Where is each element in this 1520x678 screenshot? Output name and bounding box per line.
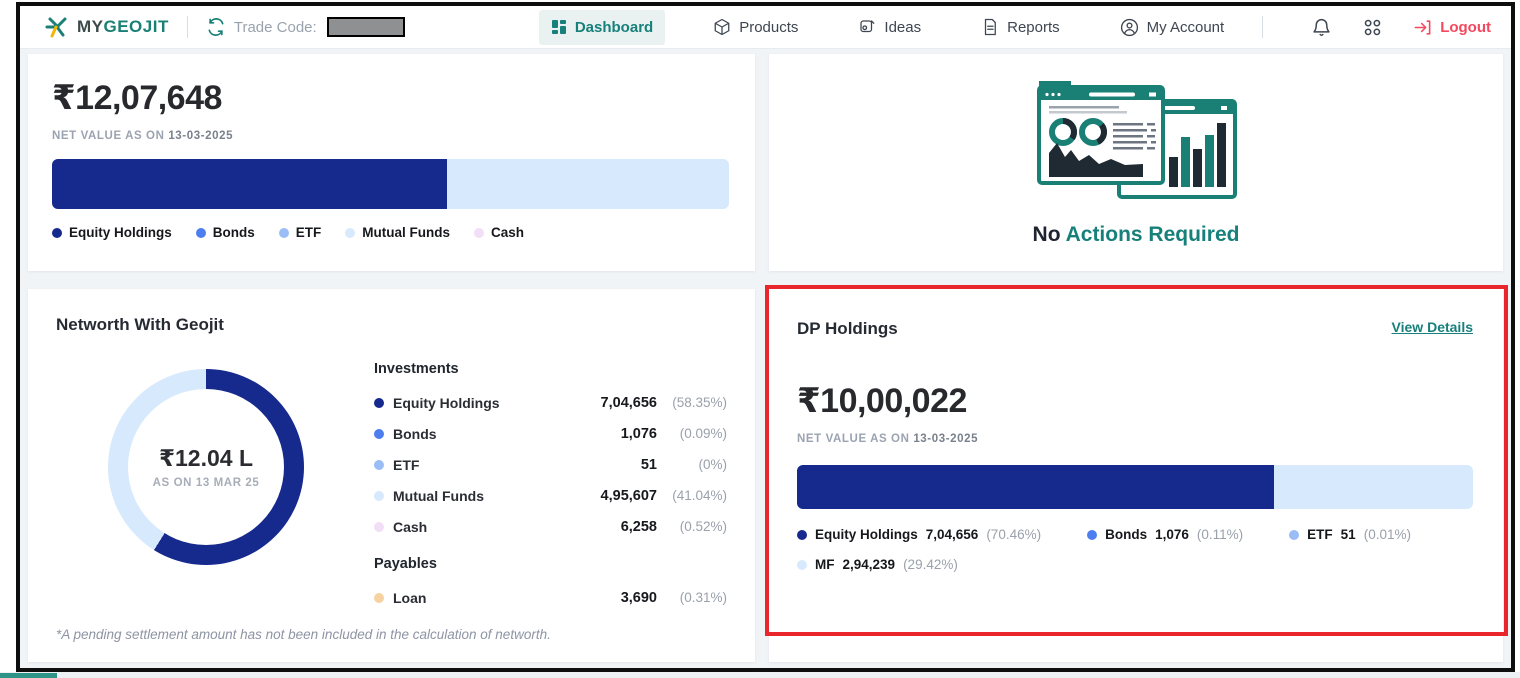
actions-card: No Actions Required bbox=[769, 54, 1503, 271]
dp-allocation-bar bbox=[797, 465, 1473, 509]
dp-legend: Equity Holdings 7,04,656 (70.46%) Bonds 1,0… bbox=[797, 527, 1473, 572]
equity-dot bbox=[52, 227, 62, 238]
nav-item-my-account[interactable]: My Account bbox=[1108, 9, 1237, 46]
trade-code-redacted-value bbox=[326, 17, 405, 37]
trade-code: Trade Code: bbox=[206, 17, 405, 37]
logout-arrow-icon bbox=[1413, 18, 1432, 37]
nav-icons: Logout bbox=[1311, 17, 1491, 38]
dp-holdings-card: DP Holdings View Details ₹10,00,022 NET … bbox=[765, 285, 1508, 662]
legend-item: ETF bbox=[278, 225, 321, 240]
dashboard-content: ₹12,07,648 NET VALUE AS ON 13-03-2025 Eq… bbox=[20, 49, 1511, 668]
dp-bar-equity-segment bbox=[797, 465, 1274, 509]
allocation-bar-rest-segment bbox=[447, 159, 729, 209]
my-account-user-icon bbox=[1120, 18, 1139, 37]
divider bbox=[186, 16, 188, 38]
networth-donut: ₹12.04 L AS ON 13 MAR 25 bbox=[108, 369, 304, 565]
allocation-legend: Equity Holdings Bonds ETF Mutual Funds C… bbox=[52, 225, 729, 240]
allocation-bar-equity-segment bbox=[52, 159, 448, 209]
no-actions-title: No Actions Required bbox=[1032, 222, 1240, 246]
nav-item-products[interactable]: Products bbox=[701, 9, 810, 45]
trade-code-label: Trade Code: bbox=[233, 18, 317, 36]
nav-item-dashboard[interactable]: Dashboard bbox=[538, 9, 666, 45]
cash-dot bbox=[474, 227, 484, 238]
reports-illustration bbox=[1031, 79, 1241, 201]
background-window-sliver bbox=[0, 673, 57, 678]
nav-menu: Dashboard Products Ideas bbox=[538, 9, 1237, 46]
equity-dot bbox=[374, 397, 384, 408]
bonds-dot bbox=[195, 227, 206, 238]
legend-item: Equity Holdings bbox=[52, 225, 172, 240]
investment-row: Mutual Funds 4,95,607 (41.04%) bbox=[374, 480, 727, 511]
net-value-card: ₹12,07,648 NET VALUE AS ON 13-03-2025 Eq… bbox=[28, 54, 755, 271]
legend-item: Bonds bbox=[195, 225, 255, 240]
products-box-icon bbox=[713, 18, 731, 36]
networth-title: Networth With Geojit bbox=[56, 315, 224, 334]
networth-donut-center: ₹12.04 L AS ON 13 MAR 25 bbox=[128, 389, 284, 545]
ideas-bulb-icon bbox=[858, 18, 876, 36]
etf-dot bbox=[278, 227, 289, 238]
networth-footnote: *A pending settlement amount has not bee… bbox=[56, 627, 551, 642]
legend-item: Cash bbox=[474, 225, 524, 240]
loan-dot bbox=[374, 592, 384, 603]
dashboard-icon bbox=[551, 19, 567, 35]
legend-item: Equity Holdings 7,04,656 (70.46%) bbox=[797, 527, 1041, 542]
nav-item-reports[interactable]: Reports bbox=[969, 9, 1072, 45]
mf-dot bbox=[797, 559, 807, 570]
logo-star-icon bbox=[44, 14, 70, 40]
refresh-icon[interactable] bbox=[206, 17, 226, 37]
bottom-strip bbox=[0, 672, 1520, 678]
screenshot-frame: MYGEOJIT Trade Code: Dashb bbox=[16, 2, 1515, 672]
net-value-amount: ₹12,07,648 bbox=[52, 79, 222, 117]
legend-item: Mutual Funds bbox=[345, 225, 450, 240]
networth-donut-amount: ₹12.04 L bbox=[159, 445, 253, 471]
bonds-dot bbox=[1087, 529, 1098, 540]
investment-row: Equity Holdings 7,04,656 (58.35%) bbox=[374, 387, 727, 418]
networth-card: Networth With Geojit ₹12.04 L AS ON 13 M… bbox=[28, 289, 755, 662]
mutual-funds-dot bbox=[345, 227, 356, 238]
legend-item: Bonds 1,076 (0.11%) bbox=[1087, 527, 1243, 542]
payable-row: Loan 3,690 (0.31%) bbox=[374, 582, 727, 613]
dp-as-on: NET VALUE AS ON 13-03-2025 bbox=[797, 433, 979, 445]
apps-grid-icon[interactable] bbox=[1362, 17, 1383, 38]
networth-donut-as-on: AS ON 13 MAR 25 bbox=[152, 477, 260, 489]
legend-item: ETF 51 (0.01%) bbox=[1289, 527, 1411, 542]
etf-dot bbox=[1289, 529, 1300, 540]
etf-dot bbox=[374, 459, 384, 470]
mutual-funds-dot bbox=[374, 490, 384, 501]
reports-document-icon bbox=[981, 18, 999, 36]
top-navbar: MYGEOJIT Trade Code: Dashb bbox=[20, 6, 1511, 49]
equity-dot bbox=[797, 529, 807, 540]
dp-holdings-title: DP Holdings bbox=[797, 319, 898, 338]
investment-row: ETF 51 (0%) bbox=[374, 449, 727, 480]
legend-item: MF 2,94,239 (29.42%) bbox=[797, 557, 958, 572]
view-details-link[interactable]: View Details bbox=[1391, 319, 1473, 335]
mygeojit-logo[interactable]: MYGEOJIT bbox=[44, 14, 169, 40]
nav-item-ideas[interactable]: Ideas bbox=[846, 9, 933, 45]
cash-dot bbox=[374, 521, 384, 532]
investment-row: Cash 6,258 (0.52%) bbox=[374, 511, 727, 542]
bonds-dot bbox=[374, 428, 384, 439]
networth-breakdown: Investments Equity Holdings 7,04,656 (58… bbox=[356, 361, 727, 613]
net-value-as-on: NET VALUE AS ON 13-03-2025 bbox=[52, 130, 234, 142]
notification-bell-icon[interactable] bbox=[1311, 17, 1332, 38]
payables-header: Payables bbox=[374, 556, 437, 572]
dp-amount: ₹10,00,022 bbox=[797, 382, 967, 420]
divider bbox=[1262, 16, 1264, 38]
investment-row: Bonds 1,076 (0.09%) bbox=[374, 418, 727, 449]
logo-text: MYGEOJIT bbox=[77, 17, 169, 36]
logout-button[interactable]: Logout bbox=[1413, 18, 1491, 37]
investments-header: Investments bbox=[374, 361, 459, 377]
allocation-bar bbox=[52, 159, 729, 209]
